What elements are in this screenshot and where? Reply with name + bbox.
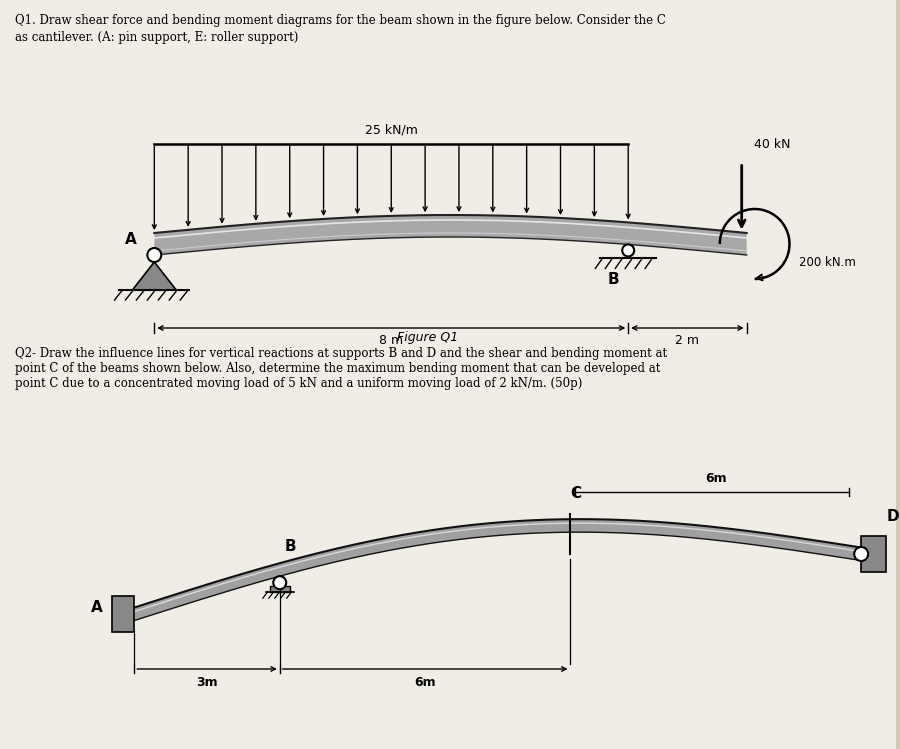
Text: 6m: 6m [414, 676, 436, 689]
Text: Q2- Draw the influence lines for vertical reactions at supports B and D and the : Q2- Draw the influence lines for vertica… [15, 347, 667, 390]
Text: 2 m: 2 m [675, 334, 699, 347]
Bar [270, 586, 290, 592]
Bar [861, 536, 886, 572]
Text: 25 kN/m: 25 kN/m [364, 124, 418, 136]
Text: Q1. Draw shear force and bending moment diagrams for the beam shown in the figur: Q1. Draw shear force and bending moment … [15, 14, 666, 27]
Text: B: B [608, 273, 619, 288]
Bar [112, 596, 134, 632]
Text: 3m: 3m [196, 676, 218, 689]
Circle shape [148, 248, 161, 262]
Text: 8 m: 8 m [379, 334, 403, 347]
Polygon shape [154, 215, 747, 255]
Circle shape [622, 244, 634, 256]
Text: D: D [886, 509, 899, 524]
Text: Figure Q1: Figure Q1 [398, 331, 459, 344]
Text: 6m: 6m [705, 472, 726, 485]
Text: A: A [91, 601, 103, 616]
Text: C: C [570, 486, 581, 501]
Circle shape [274, 576, 286, 589]
Circle shape [854, 547, 868, 561]
Text: as cantilever. (A: pin support, E: roller support): as cantilever. (A: pin support, E: rolle… [15, 31, 298, 44]
Text: A: A [124, 232, 137, 247]
Polygon shape [134, 519, 861, 620]
Text: 40 kN: 40 kN [753, 138, 790, 151]
Text: B: B [284, 539, 296, 554]
Text: 200 kN.m: 200 kN.m [799, 256, 856, 269]
Polygon shape [132, 262, 176, 290]
